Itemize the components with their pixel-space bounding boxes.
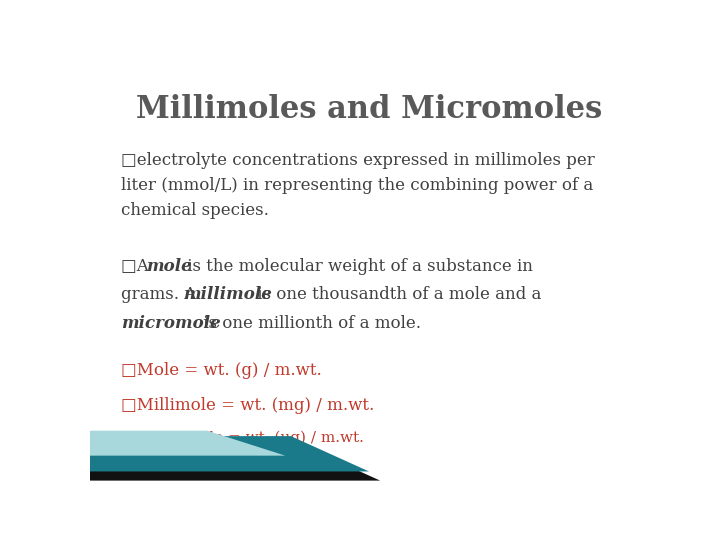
Text: □Millimole = wt. (mg) / m.wt.: □Millimole = wt. (mg) / m.wt.	[121, 397, 374, 414]
Text: micromole: micromole	[121, 315, 220, 332]
Text: is one millionth of a mole.: is one millionth of a mole.	[198, 315, 421, 332]
Text: □electrolyte concentrations expressed in millimoles per
liter (mmol/L) in repres: □electrolyte concentrations expressed in…	[121, 152, 595, 219]
Text: grams. A: grams. A	[121, 286, 201, 303]
Text: is the molecular weight of a substance in: is the molecular weight of a substance i…	[181, 258, 533, 275]
Text: □ Micromole = wt. (μg) / m.wt.: □ Micromole = wt. (μg) / m.wt.	[121, 431, 364, 445]
Text: Millimoles and Micromoles: Millimoles and Micromoles	[136, 94, 602, 125]
Polygon shape	[90, 431, 285, 456]
Text: □A: □A	[121, 258, 153, 275]
Polygon shape	[90, 446, 380, 481]
Text: is one thousandth of a mole and a: is one thousandth of a mole and a	[252, 286, 541, 303]
Text: millimole: millimole	[183, 286, 272, 303]
Text: mole: mole	[146, 258, 192, 275]
Text: □Mole = wt. (g) / m.wt.: □Mole = wt. (g) / m.wt.	[121, 362, 321, 379]
Polygon shape	[90, 436, 369, 471]
